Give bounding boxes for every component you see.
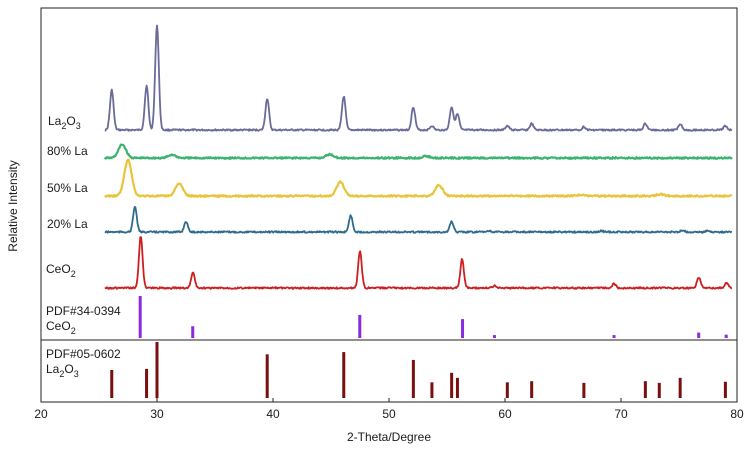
series-line-50-la bbox=[104, 158, 733, 198]
label-20-la: 20% La bbox=[47, 217, 88, 231]
x-tick-label-40: 40 bbox=[266, 407, 280, 421]
reference-sticks bbox=[110, 296, 728, 398]
x-tick-label-20: 20 bbox=[34, 407, 48, 421]
label-ceo2: CeO2 bbox=[46, 262, 76, 279]
label-pdf-34-0394: PDF#34-0394 bbox=[46, 304, 121, 318]
x-tick-label-60: 60 bbox=[498, 407, 512, 421]
pattern-lines bbox=[103, 24, 733, 290]
x-axis-title: 2-Theta/Degree bbox=[347, 430, 431, 444]
series-line-80-la bbox=[103, 143, 733, 160]
series-line-ceo2 bbox=[104, 236, 733, 290]
y-axis-title: Relative Intensity bbox=[6, 160, 20, 251]
label-ref-ceo2: CeO2 bbox=[46, 319, 76, 336]
label-pdf-05-0602: PDF#05-0602 bbox=[46, 347, 121, 361]
x-tick-label-50: 50 bbox=[382, 407, 396, 421]
label-50-la: 50% La bbox=[47, 181, 88, 195]
x-tick-label-30: 30 bbox=[150, 407, 164, 421]
main-panel-frame bbox=[40, 7, 738, 341]
series-line-la2o3 bbox=[104, 24, 733, 132]
label-ref-la2o3: La2O3 bbox=[46, 362, 79, 379]
x-tick-label-80: 80 bbox=[730, 407, 744, 421]
x-tick-label-70: 70 bbox=[614, 407, 628, 421]
label-la2o3: La2O3 bbox=[48, 114, 81, 131]
label-80-la: 80% La bbox=[47, 144, 88, 158]
series-line-20-la bbox=[104, 205, 733, 234]
x-ticks: 20 30 40 50 60 70 80 bbox=[34, 398, 744, 421]
